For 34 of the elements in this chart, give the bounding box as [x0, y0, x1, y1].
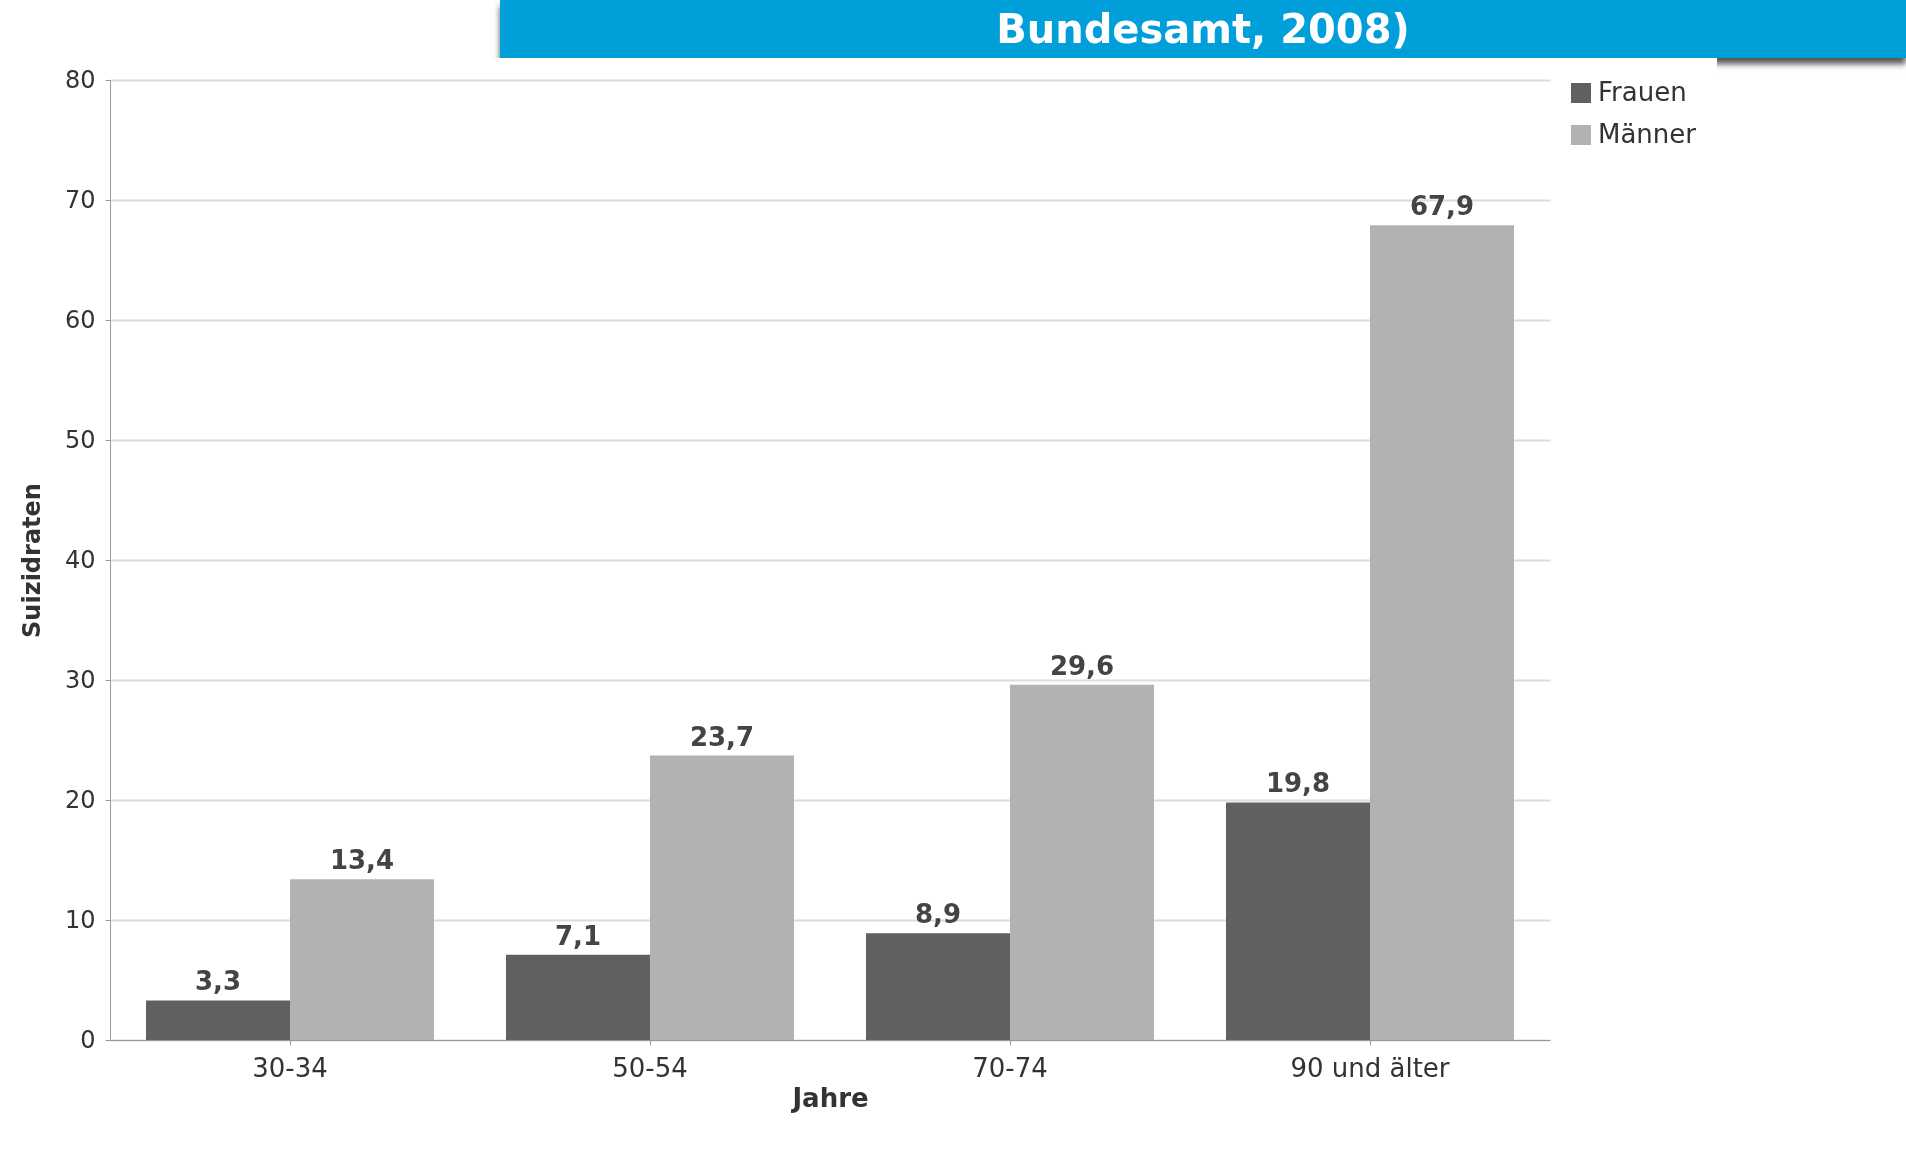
data-label: 29,6: [1049, 650, 1115, 681]
bar: [866, 933, 1010, 1040]
bar: [650, 755, 794, 1040]
y-tick-label: 0: [80, 1025, 96, 1054]
data-label: 19,8: [1265, 768, 1331, 799]
data-label: 67,9: [1409, 191, 1475, 222]
x-axis-title: Jahre: [790, 1082, 869, 1113]
bar: [1010, 684, 1154, 1040]
y-tick-label: 50: [64, 425, 96, 454]
y-tick-label: 30: [64, 665, 96, 694]
data-label: 3,3: [194, 966, 242, 997]
x-tick-label: 50-54: [612, 1052, 688, 1083]
data-label: 13,4: [329, 845, 395, 876]
y-tick-label: 70: [64, 185, 96, 214]
y-tick-label: 80: [64, 65, 96, 94]
data-label: 7,1: [554, 920, 602, 951]
x-tick-label: 30-34: [252, 1052, 328, 1083]
y-axis-title: Suizidraten: [17, 483, 46, 638]
data-label: 8,9: [914, 899, 962, 930]
legend-label: Männer: [1598, 119, 1697, 149]
y-tick-label: 60: [64, 305, 96, 334]
chart-title: Bundesamt, 2008): [500, 0, 1906, 58]
legend-label: Frauen: [1598, 77, 1687, 107]
bar: [1226, 802, 1370, 1040]
bar: [506, 954, 650, 1040]
y-tick-label: 20: [64, 785, 96, 814]
y-tick-label: 10: [64, 905, 96, 934]
x-tick-label: 70-74: [972, 1052, 1048, 1083]
x-tick-label: 90 und älter: [1290, 1052, 1450, 1083]
y-tick-label: 40: [64, 545, 96, 574]
bar: [290, 879, 434, 1040]
data-label: 23,7: [689, 721, 755, 752]
bar: [146, 1000, 290, 1040]
bar: [1370, 225, 1514, 1040]
